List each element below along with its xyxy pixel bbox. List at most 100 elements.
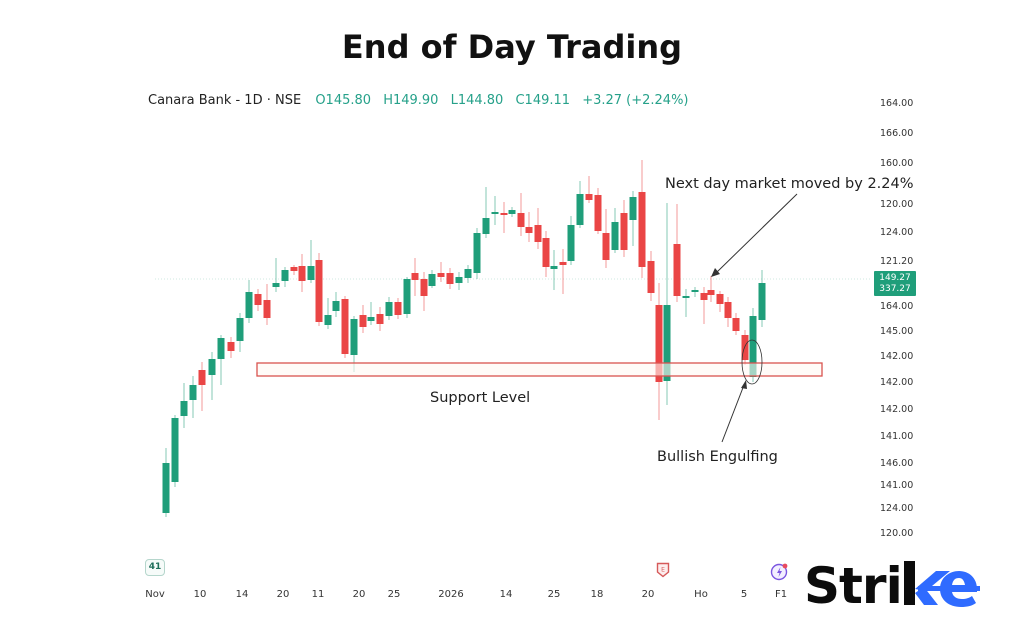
price-tick-label: 142.00 [880,351,914,362]
candle [428,270,436,288]
candle [585,176,593,203]
price-tick-label: 141.00 [880,431,914,442]
price-tick-label: 164.00 [880,98,914,109]
candle [437,262,445,282]
page-title: End of Day Trading [341,28,683,66]
candle-body [567,225,575,261]
candle [290,265,298,275]
candle-body [758,283,766,320]
candle [707,276,715,302]
candle-body [559,262,567,265]
candle [534,208,542,249]
candle-body [550,266,558,269]
candle-body [655,305,663,382]
price-tick-label: 146.00 [880,458,914,469]
candle [482,187,490,238]
high-value: H149.90 [383,93,439,108]
candle [307,240,315,283]
candle [508,207,516,217]
candle-body [585,194,593,200]
candle [550,250,558,290]
indicator-badge[interactable]: 41 [145,559,165,576]
candle-body [315,260,323,322]
candle-body [162,463,170,513]
low-value: L144.80 [450,93,504,108]
candle-body [428,274,436,286]
candle-body [707,290,715,295]
time-tick-label: Ho [694,589,708,600]
candle-body [700,293,708,300]
candle-body [403,279,411,314]
bullish-engulfing-annotation: Bullish Engulfing [657,449,778,465]
candle-body [245,292,253,318]
last-price-tag: 149.27 337.27 [874,271,916,296]
candle-body [682,296,690,298]
candle-body [437,273,445,277]
candle [376,307,384,331]
candle [724,297,732,327]
candle-body [455,277,463,283]
candle-body [420,279,428,296]
time-tick-label: Nov [145,589,165,600]
candle-body [341,299,349,354]
engulfing-arrow-head [741,380,747,389]
candle [611,208,619,253]
engulfing-circle [741,339,763,385]
time-tick-label: 20 [276,589,290,600]
candle-body [629,197,637,220]
time-tick-label: 10 [193,589,207,600]
time-tick-label: 18 [590,589,604,600]
candle [629,191,637,246]
price-tick-label: 145.00 [880,326,914,337]
candle-body [620,213,628,250]
candle-body [691,290,699,292]
candle-body [394,302,402,315]
candle [180,383,188,428]
candle-body [208,359,216,375]
candle [403,277,411,318]
candle [315,253,323,326]
candle [473,228,481,279]
price-tick-label: 120.00 [880,199,914,210]
next-day-annotation: Next day market moved by 2.24% [665,176,914,192]
support-zone-box [256,362,823,377]
candle-body [446,273,454,284]
candle [732,313,740,335]
candle-body [611,222,619,250]
price-axis[interactable]: 164.00 166.00 160.00 120.00 124.00 121.20 164.… [880,0,940,600]
candle-body [217,338,225,359]
candle [673,204,681,302]
candle-body [227,342,235,351]
candle [542,231,550,277]
candle-body [298,266,306,281]
candle [227,337,235,358]
candle [602,209,610,268]
candle-body [350,319,358,355]
candle [682,289,690,317]
time-tick-label: 5 [740,589,748,600]
candle [741,330,749,365]
time-tick-label: 14 [499,589,513,600]
candle [420,272,428,311]
candle [385,297,393,320]
candle-body [542,238,550,267]
engulfing-arrow-line [721,384,745,443]
symbol-label: Canara Bank - 1D · NSE [148,93,302,108]
candle-body [576,194,584,225]
candle-body [491,212,499,214]
candle [517,193,525,236]
earnings-icon[interactable]: E [656,562,670,578]
price-tick-label: 124.00 [880,227,914,238]
candle-body [638,192,646,267]
time-tick-label: 14 [235,589,249,600]
candle [263,284,271,325]
flash-alert-icon[interactable] [770,562,790,582]
candle [594,188,602,234]
price-tick-label: 141.00 [880,480,914,491]
close-value: C149.11 [515,93,571,108]
candle-body [602,233,610,260]
candle [500,202,508,233]
price-tick-label: 160.00 [880,158,914,169]
candle-body [290,267,298,271]
time-tick-label: 20 [641,589,655,600]
